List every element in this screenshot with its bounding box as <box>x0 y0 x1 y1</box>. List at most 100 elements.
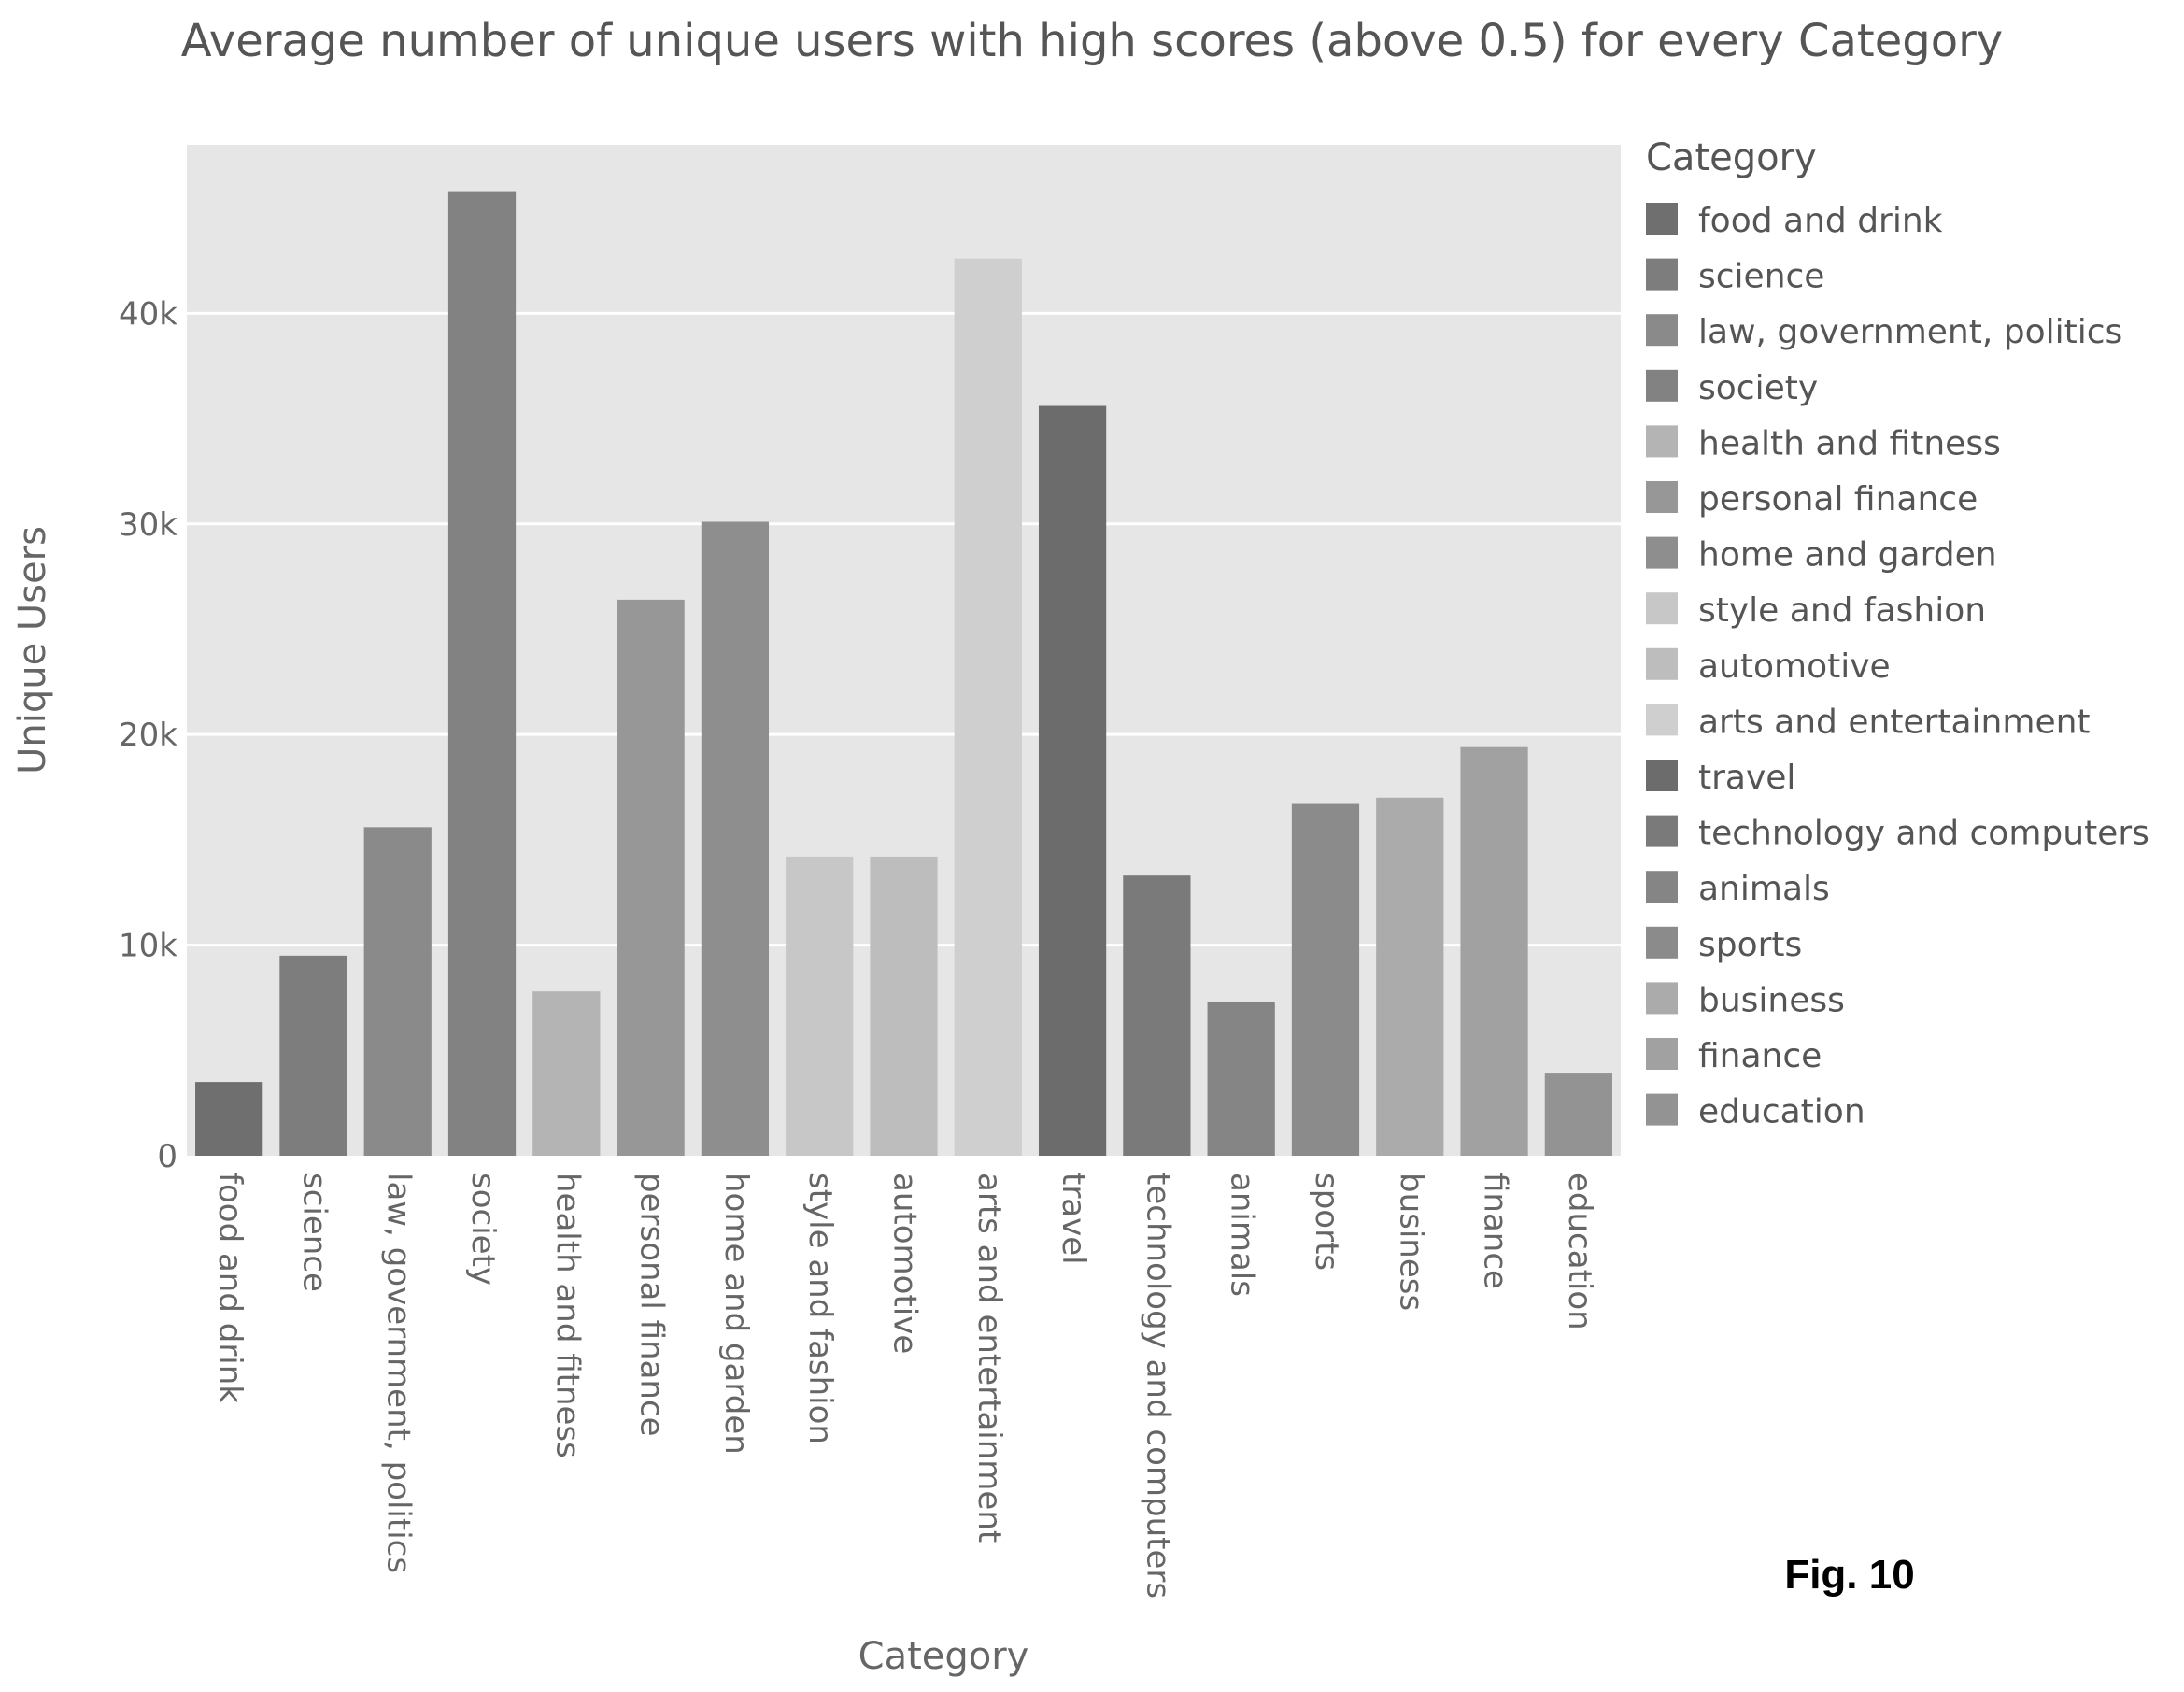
legend-item[interactable]: business <box>1646 981 1845 1019</box>
x-tick-label: home and garden <box>717 1173 755 1455</box>
x-tick-label: automotive <box>886 1173 924 1354</box>
legend-item[interactable]: science <box>1646 258 1824 296</box>
legend-label: personal finance <box>1698 480 1978 519</box>
legend-item[interactable]: automotive <box>1646 647 1891 686</box>
bar-style-and-fashion <box>786 856 854 1156</box>
bar-law-government-politics <box>363 827 432 1156</box>
legend-label: home and garden <box>1698 536 1997 575</box>
chart-title: Average number of unique users with high… <box>181 15 2003 67</box>
bar-food-and-drink <box>195 1082 263 1156</box>
legend-swatch <box>1646 369 1678 402</box>
figure-label: Fig. 10 <box>1784 1552 1914 1598</box>
bar-education <box>1544 1073 1612 1156</box>
legend-item[interactable]: health and fitness <box>1646 424 2001 462</box>
legend-swatch <box>1646 481 1678 513</box>
legend-swatch <box>1646 871 1678 903</box>
x-tick-label: animals <box>1224 1173 1261 1297</box>
x-tick-label: sports <box>1308 1173 1345 1271</box>
y-tick-label: 0 <box>157 1138 177 1175</box>
bars <box>195 191 1612 1157</box>
legend-item[interactable]: education <box>1646 1093 1865 1131</box>
legend-item[interactable]: arts and entertainment <box>1646 703 2091 741</box>
legend-item[interactable]: finance <box>1646 1037 1822 1075</box>
legend-item[interactable]: food and drink <box>1646 202 1943 240</box>
bar-sports <box>1291 803 1360 1156</box>
legend-label: sports <box>1698 926 1802 964</box>
legend-label: animals <box>1698 870 1830 908</box>
x-tick-label: travel <box>1055 1173 1092 1265</box>
bar-arts-and-entertainment <box>954 258 1022 1157</box>
legend-label: style and fashion <box>1698 591 1986 630</box>
bar-science <box>279 955 347 1156</box>
bar-society <box>447 191 517 1156</box>
legend-item[interactable]: sports <box>1646 926 1802 964</box>
x-tick-label: technology and computers <box>1139 1173 1176 1599</box>
legend-item[interactable]: society <box>1646 369 1818 407</box>
y-tick-label: 30k <box>119 506 177 544</box>
legend-label: law, government, politics <box>1698 313 2122 351</box>
legend-swatch <box>1646 647 1678 680</box>
legend-items: food and drink science law, government, po… <box>1646 202 2149 1131</box>
legend-swatch <box>1646 1038 1678 1070</box>
legend-swatch <box>1646 760 1678 791</box>
bar-home-and-garden <box>701 521 770 1156</box>
x-tick-label: business <box>1392 1173 1429 1311</box>
y-tick-label: 20k <box>119 717 177 754</box>
legend-swatch <box>1646 704 1678 736</box>
legend-label: finance <box>1698 1037 1822 1075</box>
legend-swatch <box>1646 592 1678 625</box>
y-axis-ticks: 0 10k 20k 30k 40k <box>119 295 177 1175</box>
legend-swatch <box>1646 926 1678 959</box>
legend-item[interactable]: animals <box>1646 870 1830 908</box>
legend-label: business <box>1698 981 1845 1019</box>
legend-label: technology and computers <box>1698 815 2149 853</box>
bar-finance <box>1460 746 1528 1156</box>
x-tick-label: science <box>295 1173 333 1292</box>
x-axis-ticks: food and drink science law, government, po… <box>211 1173 1598 1599</box>
legend-label: science <box>1698 258 1824 296</box>
x-tick-label: personal finance <box>633 1173 671 1437</box>
legend-swatch <box>1646 982 1678 1015</box>
x-tick-label: food and drink <box>211 1173 248 1403</box>
x-tick-label: society <box>464 1173 502 1286</box>
legend-item[interactable]: law, government, politics <box>1646 313 2122 351</box>
y-tick-label: 40k <box>119 295 177 333</box>
legend-label: automotive <box>1698 647 1891 686</box>
bar-automotive <box>870 856 938 1156</box>
legend-label: food and drink <box>1698 202 1943 240</box>
legend-label: arts and entertainment <box>1698 703 2091 741</box>
legend-item[interactable]: home and garden <box>1646 536 1997 575</box>
x-tick-label: arts and entertainment <box>971 1173 1008 1543</box>
legend-swatch <box>1646 536 1678 569</box>
legend-swatch <box>1646 203 1678 235</box>
legend-swatch <box>1646 815 1678 847</box>
bar-animals <box>1207 1002 1275 1156</box>
legend-item[interactable]: personal finance <box>1646 480 1978 519</box>
legend-label: health and fitness <box>1698 424 2001 462</box>
x-tick-label: health and fitness <box>548 1173 586 1458</box>
y-tick-label: 10k <box>119 928 177 965</box>
bar-technology-and-computers <box>1123 875 1191 1156</box>
legend-item[interactable]: travel <box>1646 759 1795 797</box>
legend-swatch <box>1646 314 1678 347</box>
x-tick-label: education <box>1561 1173 1598 1330</box>
bar-personal-finance <box>617 599 685 1156</box>
bar-health-and-fitness <box>532 991 601 1156</box>
legend-item[interactable]: style and fashion <box>1646 591 1986 630</box>
legend: Category food and drink science law, gover… <box>1646 136 2149 1131</box>
bar-travel <box>1038 405 1107 1156</box>
x-tick-label: law, government, politics <box>380 1173 418 1573</box>
legend-swatch <box>1646 425 1678 458</box>
legend-swatch <box>1646 258 1678 291</box>
legend-swatch <box>1646 1093 1678 1126</box>
legend-item[interactable]: technology and computers <box>1646 815 2149 853</box>
x-tick-label: style and fashion <box>801 1173 839 1444</box>
legend-label: travel <box>1698 759 1795 797</box>
x-axis-title: Category <box>858 1635 1029 1678</box>
legend-label: education <box>1698 1093 1865 1131</box>
y-axis-title: Unique Users <box>11 526 54 775</box>
legend-title: Category <box>1646 136 1817 179</box>
legend-label: society <box>1698 369 1818 407</box>
x-tick-label: finance <box>1477 1173 1514 1289</box>
